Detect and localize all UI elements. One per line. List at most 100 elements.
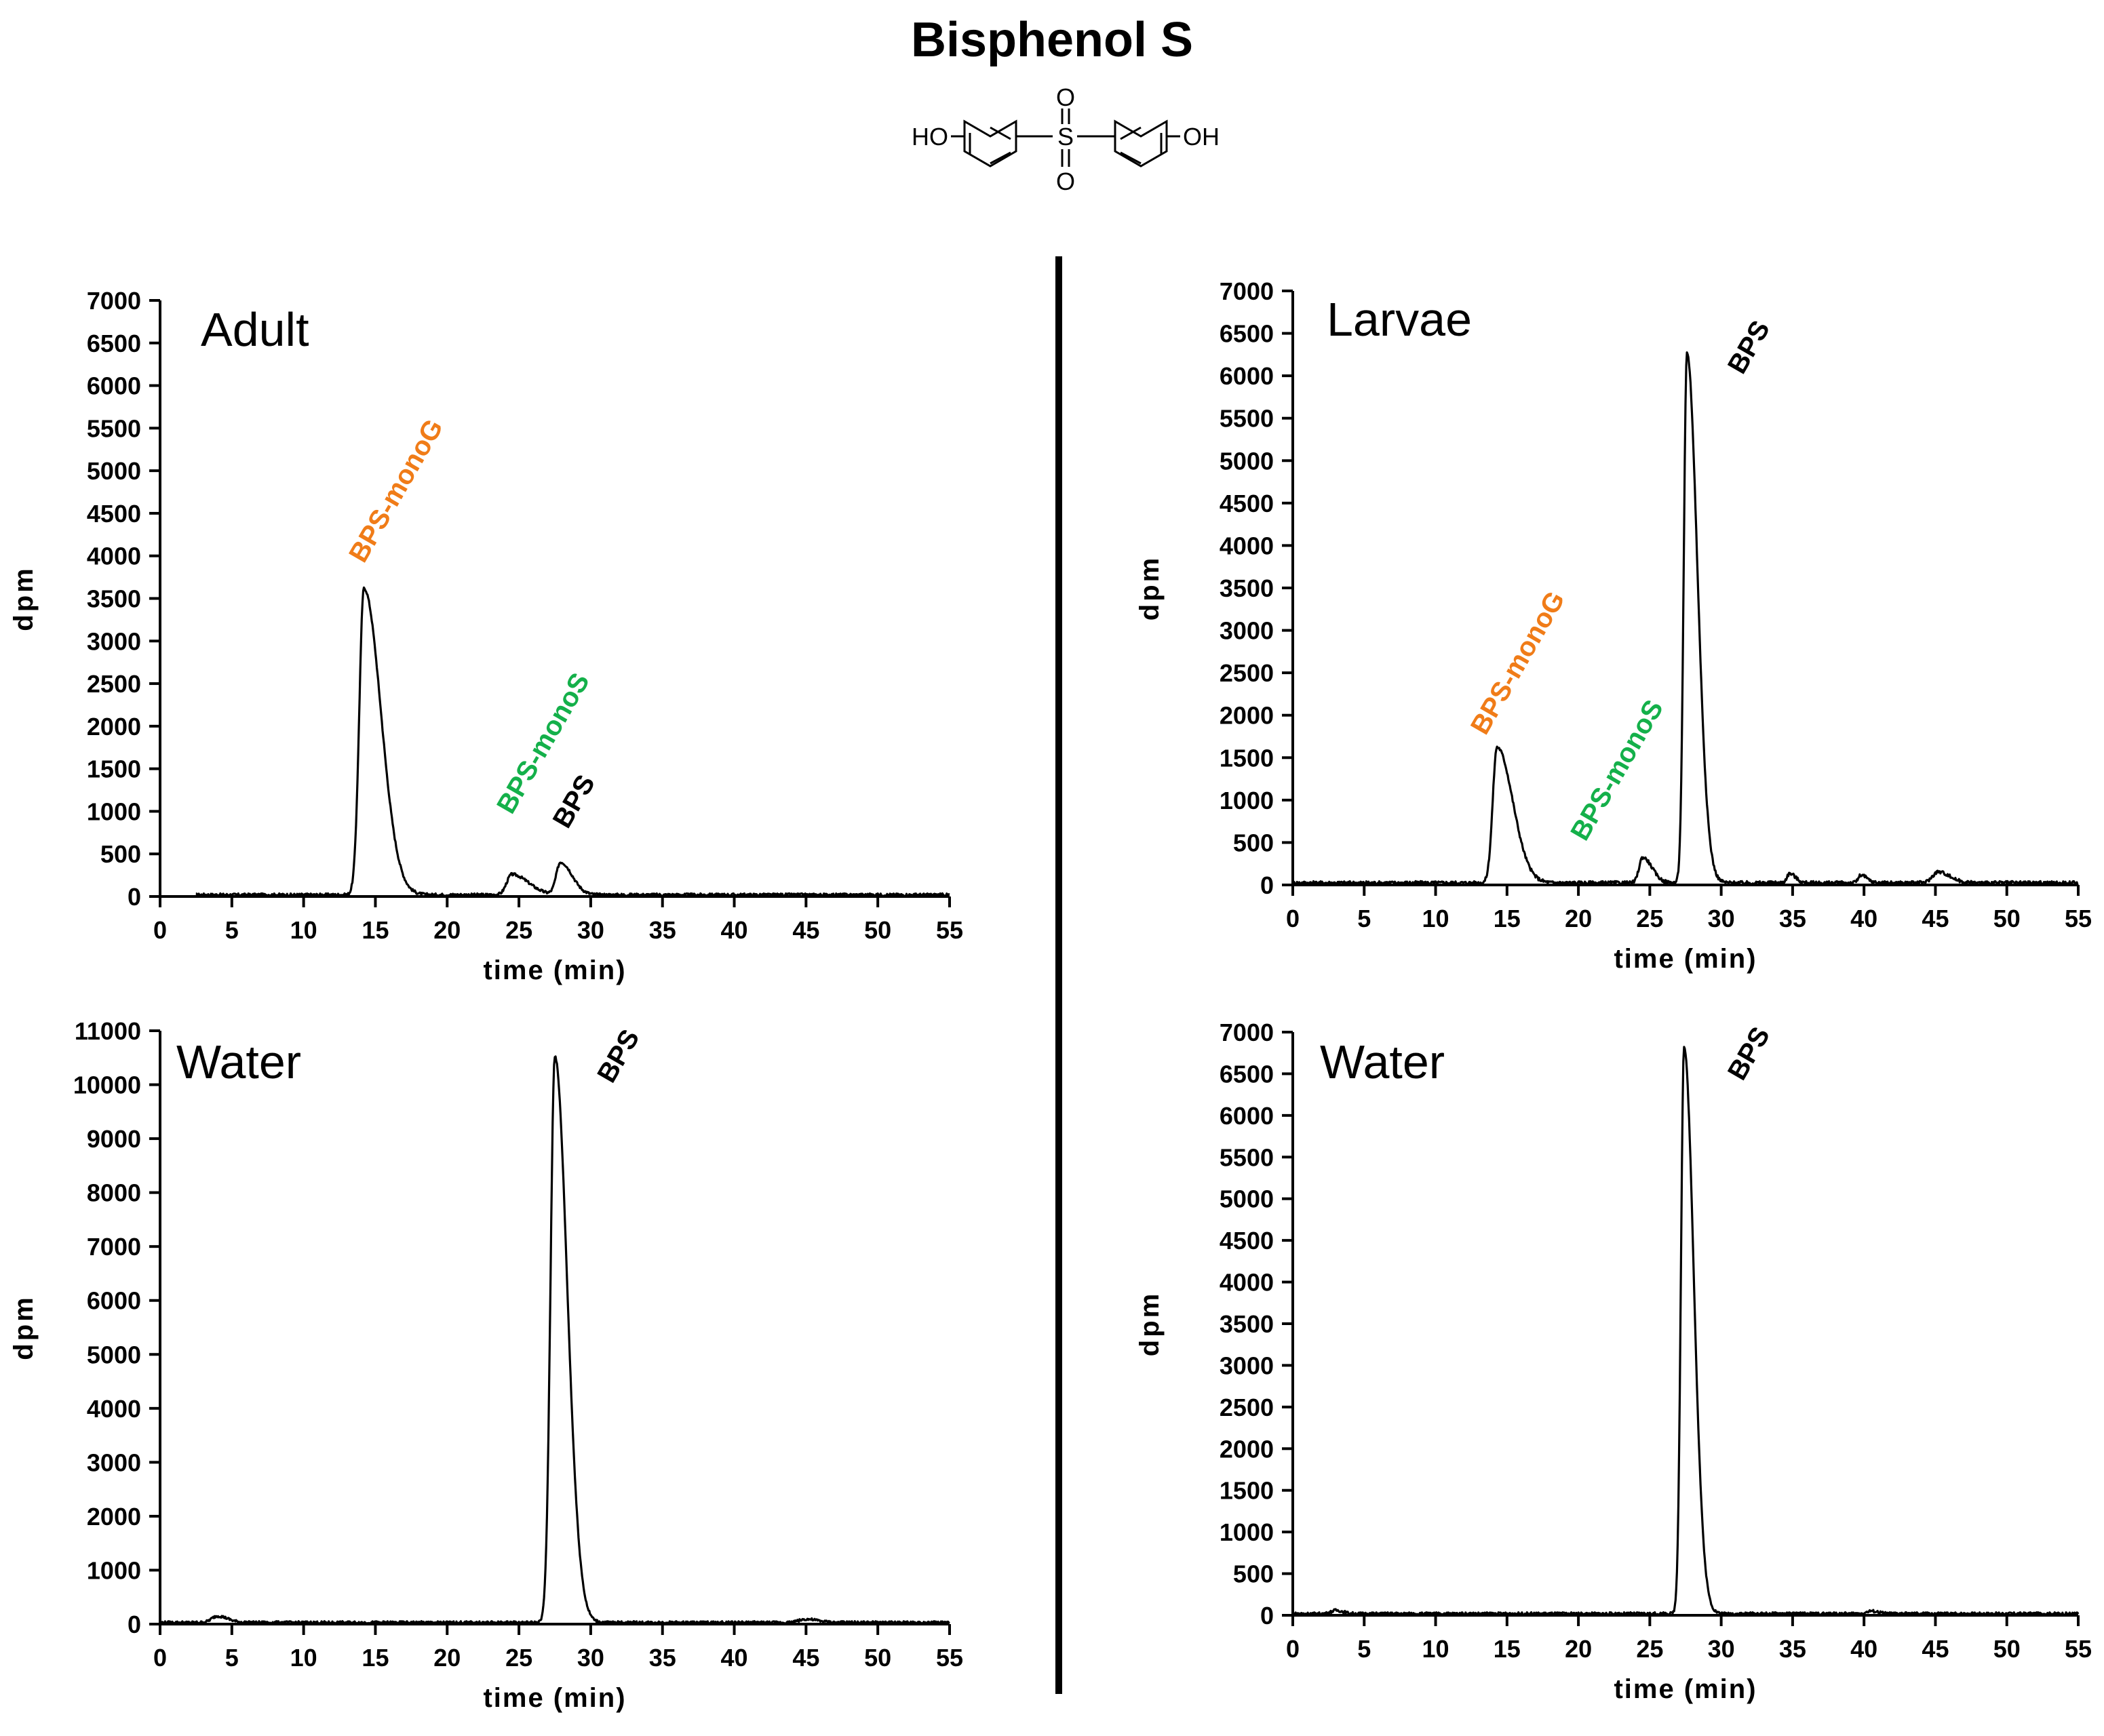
y-tick-label: 6000	[87, 1287, 141, 1315]
series-line	[1291, 351, 2079, 886]
x-tick-label: 5	[225, 916, 239, 944]
y-tick-label: 5500	[87, 414, 141, 442]
x-tick-label: 35	[1779, 1635, 1806, 1663]
x-tick-label: 55	[2065, 905, 2092, 932]
y-tick-label: 5000	[87, 1341, 141, 1368]
y-tick-label: 7000	[1220, 1019, 1274, 1046]
y-tick-label: 500	[1233, 1560, 1274, 1588]
x-tick-label: 15	[1494, 1635, 1521, 1663]
x-tick-label: 50	[1993, 905, 2021, 932]
x-axis-label: time (min)	[483, 955, 626, 985]
x-tick-label: 25	[1636, 905, 1663, 932]
y-tick-label: 10000	[73, 1071, 141, 1099]
peak-annotation: BPS	[1722, 315, 1776, 378]
x-tick-label: 20	[1565, 905, 1592, 932]
x-tick-label: 55	[936, 1644, 963, 1672]
x-tick-label: 10	[290, 1644, 317, 1672]
x-tick-label: 30	[1708, 905, 1735, 932]
y-tick-label: 4500	[1220, 490, 1274, 517]
x-tick-label: 45	[792, 916, 819, 944]
y-axis-label: dpm	[1135, 1291, 1165, 1356]
y-tick-label: 1500	[1220, 1477, 1274, 1505]
x-tick-label: 15	[362, 916, 389, 944]
x-tick-label: 30	[577, 916, 604, 944]
y-tick-label: 2000	[87, 713, 141, 741]
x-tick-label: 15	[362, 1644, 389, 1672]
y-tick-label: 3500	[1220, 574, 1274, 602]
y-axis-label: dpm	[9, 566, 39, 631]
y-tick-label: 5500	[1220, 1143, 1274, 1171]
y-tick-label: 6500	[1220, 1060, 1274, 1088]
peak-annotation: BPS-monoG	[1465, 587, 1571, 740]
y-tick-label: 1000	[87, 797, 141, 825]
x-tick-label: 45	[792, 1644, 819, 1672]
y-tick-label: 3000	[87, 627, 141, 655]
x-tick-label: 40	[721, 1644, 748, 1672]
x-tick-label: 0	[1286, 1635, 1300, 1663]
x-tick-label: 25	[1636, 1635, 1663, 1663]
y-tick-label: 2000	[1220, 702, 1274, 730]
panel-label: Water	[1320, 1035, 1445, 1088]
peak-annotation: BPS	[591, 1025, 645, 1088]
x-tick-label: 0	[1286, 905, 1300, 932]
panel-label: Larvae	[1327, 293, 1472, 346]
panel-label: Adult	[201, 303, 309, 356]
y-tick-label: 5500	[1220, 405, 1274, 433]
y-tick-label: 3500	[87, 585, 141, 613]
y-tick-label: 9000	[87, 1125, 141, 1153]
structure-label-s: S	[1057, 123, 1074, 151]
y-axis-label: dpm	[9, 1295, 39, 1360]
x-tick-label: 20	[1565, 1635, 1592, 1663]
main-title: Bisphenol S	[910, 13, 1194, 67]
y-tick-label: 7000	[87, 287, 141, 315]
series-line	[1292, 1046, 2080, 1617]
chart-larvae: 0 5 10 15 20 25 30 35 40 45 50 55 0 500 1000 1500 2000 25…	[1135, 277, 2092, 974]
x-tick-label: 25	[505, 916, 532, 944]
y-tick-label: 2000	[1220, 1435, 1274, 1463]
x-tick-label: 10	[290, 916, 317, 944]
y-tick-label: 4000	[87, 1395, 141, 1423]
right-benzene-ring	[1114, 119, 1168, 167]
y-axis-label: dpm	[1135, 555, 1165, 620]
y-tick-label: 7000	[87, 1233, 141, 1261]
y-tick-label: 7000	[1220, 277, 1274, 305]
panel-divider	[1055, 256, 1062, 1694]
structure-label-ho: HO	[912, 123, 948, 151]
y-tick-label: 6000	[1220, 1102, 1274, 1130]
y-tick-label: 3000	[87, 1448, 141, 1476]
y-tick-label: 4500	[1220, 1227, 1274, 1255]
x-tick-label: 35	[1779, 905, 1806, 932]
y-tick-label: 5000	[87, 457, 141, 485]
structure-label-oh: OH	[1183, 123, 1220, 151]
x-tick-label: 40	[1850, 1635, 1877, 1663]
structure-label-o-top: O	[1056, 87, 1075, 111]
y-tick-label: 1500	[1220, 744, 1274, 772]
y-tick-label: 3000	[1220, 617, 1274, 645]
x-axis-label: time (min)	[1614, 1674, 1757, 1704]
peak-annotation: BPS	[547, 770, 601, 833]
y-tick-label: 2000	[87, 1503, 141, 1531]
x-tick-label: 35	[649, 1644, 676, 1672]
x-tick-label: 5	[1357, 905, 1371, 932]
x-tick-label: 5	[1357, 1635, 1371, 1663]
peak-annotation: BPS	[1722, 1022, 1776, 1085]
y-tick-label: 1000	[87, 1556, 141, 1584]
x-tick-label: 30	[577, 1644, 604, 1672]
y-tick-label: 8000	[87, 1179, 141, 1207]
y-tick-label: 0	[128, 1611, 141, 1638]
y-tick-label: 4500	[87, 500, 141, 528]
x-tick-label: 55	[2065, 1635, 2092, 1663]
chart-water-right: 0 5 10 15 20 25 30 35 40 45 50 55 0 500 1000 1500 2000 25…	[1135, 1019, 2092, 1704]
y-tick-label: 1000	[1220, 1518, 1274, 1546]
y-tick-label: 500	[1233, 829, 1274, 856]
y-tick-label: 2500	[87, 670, 141, 698]
chart-water-left: 0 5 10 15 20 25 30 35 40 45 50 55 0 1000 2000 3000 4000 5…	[9, 1017, 963, 1713]
y-tick-label: 6500	[87, 330, 141, 357]
x-axis-label: time (min)	[1614, 944, 1757, 974]
series-line	[195, 586, 950, 898]
x-tick-label: 0	[153, 1644, 167, 1672]
x-tick-label: 50	[864, 1644, 891, 1672]
y-tick-label: 2500	[1220, 1394, 1274, 1421]
y-tick-label: 2500	[1220, 659, 1274, 687]
y-tick-label: 5000	[1220, 447, 1274, 475]
